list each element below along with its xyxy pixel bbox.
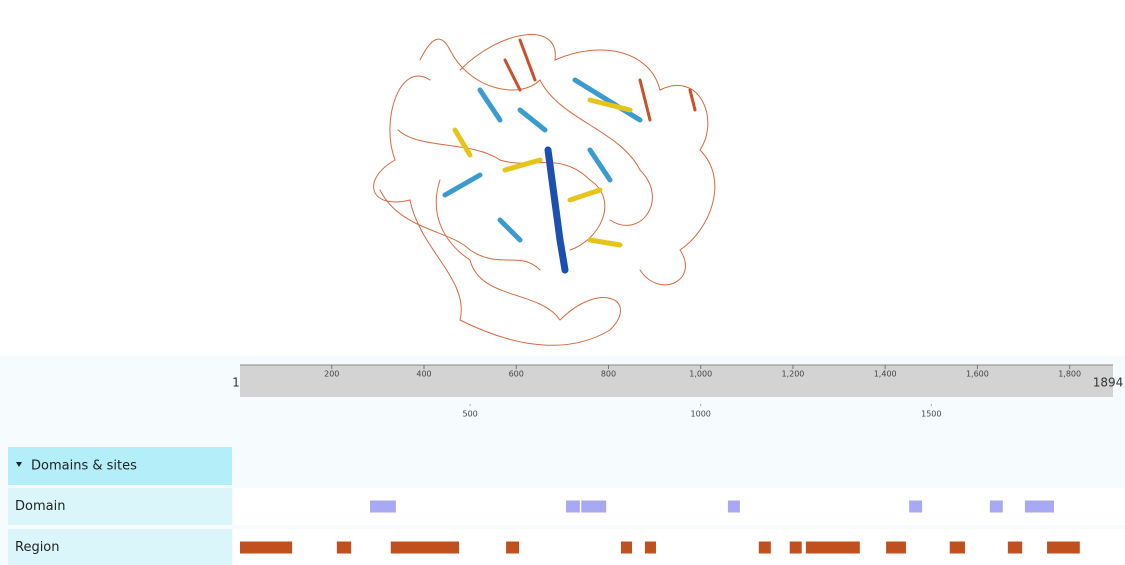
ruler-end: 1894	[1093, 376, 1124, 390]
feature[interactable]	[909, 501, 922, 513]
ruler-tick-label: 400	[416, 370, 431, 379]
viewer-canvas: Domains & sites 1 1894 200 400 600 800 1,000…	[0, 0, 1125, 565]
ruler-tick-label: 800	[601, 370, 616, 379]
feature[interactable]	[370, 501, 396, 513]
feature[interactable]	[990, 501, 1003, 513]
track-cell	[234, 529, 1125, 565]
overview-tick-label: 500	[462, 410, 477, 419]
feature[interactable]	[566, 501, 580, 513]
feature[interactable]	[1047, 542, 1080, 554]
ruler-tick-label: 1,000	[689, 370, 712, 379]
overview-tick-label: 1000	[691, 410, 711, 419]
feature[interactable]	[759, 542, 771, 554]
protein-structure	[374, 35, 715, 346]
category-label[interactable]: Domains & sites	[31, 459, 137, 474]
track-label: Region	[15, 540, 60, 555]
ruler-tick-label: 1,400	[874, 370, 897, 379]
feature[interactable]	[1025, 501, 1054, 513]
feature[interactable]	[806, 542, 860, 554]
overview-tick-label: 1500	[921, 410, 941, 419]
feature[interactable]	[621, 542, 632, 554]
feature-viewer: Domains & sites 1 1894 200 400 600 800 1,000…	[0, 0, 1125, 565]
feature[interactable]	[1008, 542, 1022, 554]
feature[interactable]	[581, 501, 606, 513]
feature[interactable]	[886, 542, 906, 554]
ruler-tick-label: 1,800	[1058, 370, 1081, 379]
feature[interactable]	[950, 542, 965, 554]
ruler-tick-label: 1,600	[966, 370, 989, 379]
feature[interactable]	[790, 542, 802, 554]
feature[interactable]	[391, 542, 459, 554]
feature[interactable]	[728, 501, 740, 513]
ruler-tick-label: 200	[324, 370, 339, 379]
feature[interactable]	[506, 542, 519, 554]
feature[interactable]	[337, 542, 351, 554]
ruler-tick-label: 600	[509, 370, 524, 379]
track-label: Domain	[15, 499, 65, 514]
ruler-tick-label: 1,200	[781, 370, 804, 379]
feature[interactable]	[240, 542, 292, 554]
feature[interactable]	[645, 542, 656, 554]
ruler-start: 1	[232, 376, 240, 390]
